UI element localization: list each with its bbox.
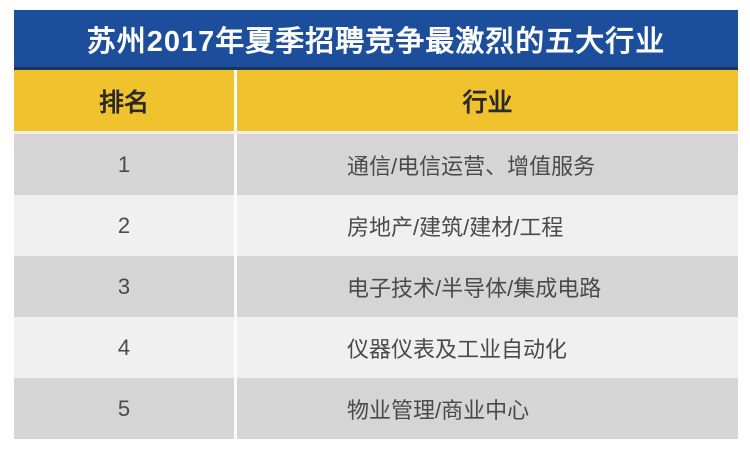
table-title-bar: 苏州2017年夏季招聘竞争最激烈的五大行业 xyxy=(14,10,738,70)
rank-value: 3 xyxy=(117,273,131,299)
table-header-row: 排名 行业 xyxy=(14,70,738,134)
industry-cell: 仪器仪表及工业自动化 xyxy=(237,317,738,378)
industry-cell: 房地产/建筑/建材/工程 xyxy=(237,195,738,256)
industry-value: 通信/电信运营、增值服务 xyxy=(347,153,596,179)
table-row: 1 通信/电信运营、增值服务 xyxy=(14,134,738,195)
industry-cell: 物业管理/商业中心 xyxy=(237,378,738,439)
industry-value: 仪器仪表及工业自动化 xyxy=(347,336,568,362)
table-row: 2 房地产/建筑/建材/工程 xyxy=(14,195,738,256)
rank-value: 5 xyxy=(117,395,131,421)
rank-value: 4 xyxy=(117,334,131,360)
page-title: 苏州2017年夏季招聘竞争最激烈的五大行业 xyxy=(86,25,666,58)
header-industry-label: 行业 xyxy=(462,88,513,117)
rank-cell: 3 xyxy=(14,256,237,317)
industry-value: 房地产/建筑/建材/工程 xyxy=(347,214,564,240)
rank-value: 1 xyxy=(117,151,131,177)
rank-cell: 5 xyxy=(14,378,237,439)
header-industry-cell: 行业 xyxy=(237,70,738,131)
industry-value: 物业管理/商业中心 xyxy=(347,397,530,423)
ranking-table: 苏州2017年夏季招聘竞争最激烈的五大行业 排名 行业 1 通信/电信运营、增值… xyxy=(14,10,738,439)
rank-value: 2 xyxy=(117,212,131,238)
header-rank-cell: 排名 xyxy=(14,70,237,131)
header-rank-label: 排名 xyxy=(98,88,149,117)
industry-value: 电子技术/半导体/集成电路 xyxy=(347,275,602,301)
table-row: 4 仪器仪表及工业自动化 xyxy=(14,317,738,378)
table-row: 3 电子技术/半导体/集成电路 xyxy=(14,256,738,317)
industry-cell: 电子技术/半导体/集成电路 xyxy=(237,256,738,317)
table-row: 5 物业管理/商业中心 xyxy=(14,378,738,439)
rank-cell: 1 xyxy=(14,134,237,195)
rank-cell: 2 xyxy=(14,195,237,256)
industry-cell: 通信/电信运营、增值服务 xyxy=(237,134,738,195)
rank-cell: 4 xyxy=(14,317,237,378)
table-body: 1 通信/电信运营、增值服务 2 房地产/建筑/建材/工程 3 电子技术/半导体… xyxy=(14,134,738,439)
